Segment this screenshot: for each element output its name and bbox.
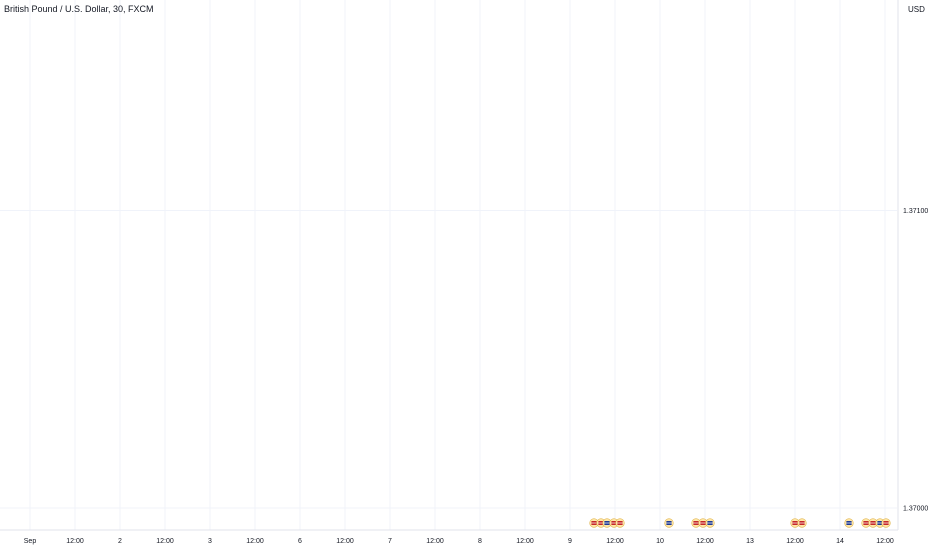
us-flag-event-icon[interactable] (615, 518, 625, 528)
time-tick-label: 9 (568, 538, 572, 545)
time-tick-label: 7 (388, 538, 392, 545)
time-tick-label: 12:00 (66, 538, 84, 545)
uk-flag-event-icon[interactable] (664, 518, 674, 528)
price-tick-label: 1.37000 (903, 506, 928, 513)
time-tick-label: 12:00 (426, 538, 444, 545)
time-tick-label: 6 (298, 538, 302, 545)
us-flag-event-icon[interactable] (868, 518, 878, 528)
price-axis-bg (898, 0, 932, 530)
us-flag-event-icon[interactable] (797, 518, 807, 528)
time-tick-label: 12:00 (786, 538, 804, 545)
time-tick-label: 12:00 (156, 538, 174, 545)
currency-label[interactable]: USD (908, 5, 925, 14)
us-flag-event-icon[interactable] (881, 518, 891, 528)
time-tick-label: 3 (208, 538, 212, 545)
uk-flag-event-icon[interactable] (705, 518, 715, 528)
symbol-title[interactable]: British Pound / U.S. Dollar, 30, FXCM (4, 4, 154, 14)
grid (0, 0, 897, 530)
time-tick-label: 12:00 (606, 538, 624, 545)
time-tick-label: 12:00 (246, 538, 264, 545)
time-tick-label: 13 (746, 538, 754, 545)
time-axis: Sep 12:00 2 12:00 3 12:00 6 12:00 7 12:00 8 12:00 9 1… (0, 529, 898, 545)
time-tick-label: 10 (656, 538, 664, 545)
time-tick-label: 2 (118, 538, 122, 545)
time-tick-label: 8 (478, 538, 482, 545)
time-tick-label: 14 (836, 538, 844, 545)
time-tick-label: 12:00 (876, 538, 894, 545)
price-axis: 1.387001.386001.385001.384001.383001.382… (897, 0, 932, 530)
time-tick-label: 12:00 (516, 538, 534, 545)
time-tick-label: 12:00 (336, 538, 354, 545)
time-tick-label: Sep (24, 538, 37, 545)
uk-flag-event-icon[interactable] (844, 518, 854, 528)
price-tick-label: 1.37100 (903, 208, 928, 215)
economic-events (589, 518, 891, 528)
time-tick-label: 12:00 (696, 538, 714, 545)
